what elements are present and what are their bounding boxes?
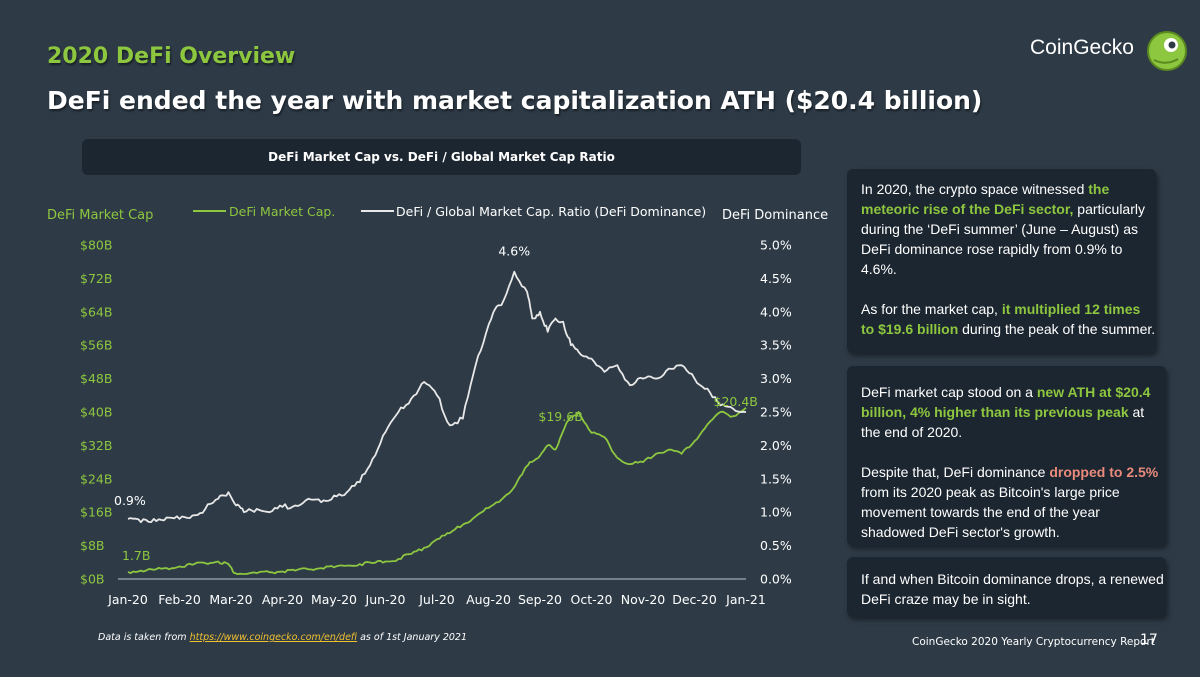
x-tick-label: Jan-21 <box>725 592 766 607</box>
panel-1-paragraph-2: As for the market cap, it multiplied 12 … <box>861 299 1156 339</box>
panel-2-highlight: new ATH at $20.4 billion, 4% higher than… <box>861 384 1151 420</box>
series-line-market-cap <box>127 407 747 575</box>
x-tick-label: Aug-20 <box>466 592 511 607</box>
panel-2-paragraph-1: DeFi market cap stood on a new ATH at $2… <box>861 366 1166 442</box>
section-title: 2020 DeFi Overview <box>47 44 296 69</box>
y-left-tick-label: $40B <box>80 405 112 420</box>
x-tick-label: Feb-20 <box>158 592 201 607</box>
panel-2-highlight-red: dropped to 2.5% <box>1049 464 1159 480</box>
y-left-tick-label: $0B <box>80 572 104 587</box>
legend-label-market-cap: DeFi Market Cap. <box>229 204 335 219</box>
source-prefix: Data is taken from <box>98 632 190 643</box>
x-tick-label: Jan-20 <box>107 592 148 607</box>
x-tick-label: Sep-20 <box>518 592 562 607</box>
y-left-tick-label: $32B <box>80 438 112 453</box>
y-right-tick-label: 3.5% <box>760 338 792 353</box>
x-tick-label: Nov-20 <box>621 592 666 607</box>
y-right-tick-label: 0.5% <box>760 538 792 553</box>
insight-panel-ath: DeFi market cap stood on a new ATH at $2… <box>847 366 1166 546</box>
y-right-tick-label: 4.5% <box>760 271 792 286</box>
footer-report-title: CoinGecko 2020 Yearly Cryptocurrency Rep… <box>912 636 1155 648</box>
data-label: 0.9% <box>114 493 146 508</box>
series-line-dominance <box>127 270 747 524</box>
y-left-tick-label: $72B <box>80 271 112 286</box>
source-link[interactable]: https://www.coingecko.com/en/defi <box>189 632 358 643</box>
y-right-tick-label: 1.5% <box>760 471 792 486</box>
defi-chart: $0B $8B $16B $24B $32B $40B $48B $56B $64B $72B $8… <box>47 204 828 607</box>
panel-1-highlight: the meteoric rise of the DeFi sector, <box>861 181 1110 217</box>
x-tick-label: May-20 <box>311 592 357 607</box>
x-tick-label: Dec-20 <box>672 592 717 607</box>
y-left-tick-label: $80B <box>80 238 112 253</box>
panel-1-text: during the peak of the summer. <box>958 321 1156 337</box>
y-right-axis-label: DeFi Dominance <box>722 208 828 223</box>
y-left-tick-label: $56B <box>80 338 112 353</box>
y-right-tick-label: 1.0% <box>760 505 792 520</box>
x-tick-label: Jun-20 <box>365 592 406 607</box>
brand-name[interactable]: CoinGecko <box>1030 36 1134 59</box>
data-label: $19.6B <box>538 409 582 424</box>
panel-1-text: As for the market cap, <box>861 301 1002 317</box>
panel-1-paragraph-1: In 2020, the crypto space witnessed the … <box>861 169 1156 279</box>
chart-title: DeFi Market Cap vs. DeFi / Global Market… <box>82 139 801 175</box>
y-left-tick-label: $8B <box>80 538 104 553</box>
data-label: $20.4B <box>714 394 758 409</box>
y-left-axis-label: DeFi Market Cap <box>47 208 153 223</box>
source-suffix: as of 1st January 2021 <box>357 632 468 643</box>
panel-2-text: from its 2020 peak as Bitcoin's large pr… <box>861 484 1120 540</box>
coingecko-logo-icon <box>1147 31 1187 71</box>
data-label: 4.6% <box>498 244 530 259</box>
panel-2-text: Despite that, DeFi dominance <box>861 464 1050 480</box>
y-right-tick-label: 4.0% <box>760 304 792 319</box>
page-headline: DeFi ended the year with market capitali… <box>47 86 983 115</box>
panel-2-paragraph-2: Despite that, DeFi dominance dropped to … <box>861 462 1166 542</box>
x-tick-label: Jul-20 <box>418 592 455 607</box>
x-tick-label: Apr-20 <box>262 592 303 607</box>
insight-panel-summer: In 2020, the crypto space witnessed the … <box>847 169 1156 353</box>
x-tick-label: Mar-20 <box>209 592 252 607</box>
panel-2-text: at the end of 2020. <box>861 404 1145 440</box>
source-note: Data is taken from https://www.coingecko… <box>98 632 467 643</box>
y-right-tick-label: 2.0% <box>760 438 792 453</box>
y-right-tick-label: 0.0% <box>760 572 792 587</box>
x-tick-label: Oct-20 <box>570 592 612 607</box>
y-right-tick-label: 2.5% <box>760 405 792 420</box>
y-right-tick-label: 3.0% <box>760 371 792 386</box>
y-left-tick-label: $48B <box>80 371 112 386</box>
insight-panel-outlook: If and when Bitcoin dominance drops, a r… <box>847 557 1166 617</box>
y-left-tick-label: $16B <box>80 505 112 520</box>
y-left-tick-label: $64B <box>80 304 112 319</box>
panel-1-text: particularly during the ‘DeFi summer’ (J… <box>861 201 1145 277</box>
y-left-tick-label: $24B <box>80 471 112 486</box>
data-label: 1.7B <box>122 548 150 563</box>
panel-1-highlight: it multiplied 12 times to $19.6 billion <box>861 301 1141 337</box>
y-right-tick-label: 5.0% <box>760 238 792 253</box>
panel-3-paragraph: If and when Bitcoin dominance drops, a r… <box>861 571 1164 607</box>
panel-1-text: In 2020, the crypto space witnessed <box>861 181 1089 197</box>
legend-label-dominance: DeFi / Global Market Cap. Ratio (DeFi Do… <box>396 204 706 219</box>
panel-2-text: DeFi market cap stood on a <box>861 384 1037 400</box>
page-number: 17 <box>1140 632 1158 648</box>
